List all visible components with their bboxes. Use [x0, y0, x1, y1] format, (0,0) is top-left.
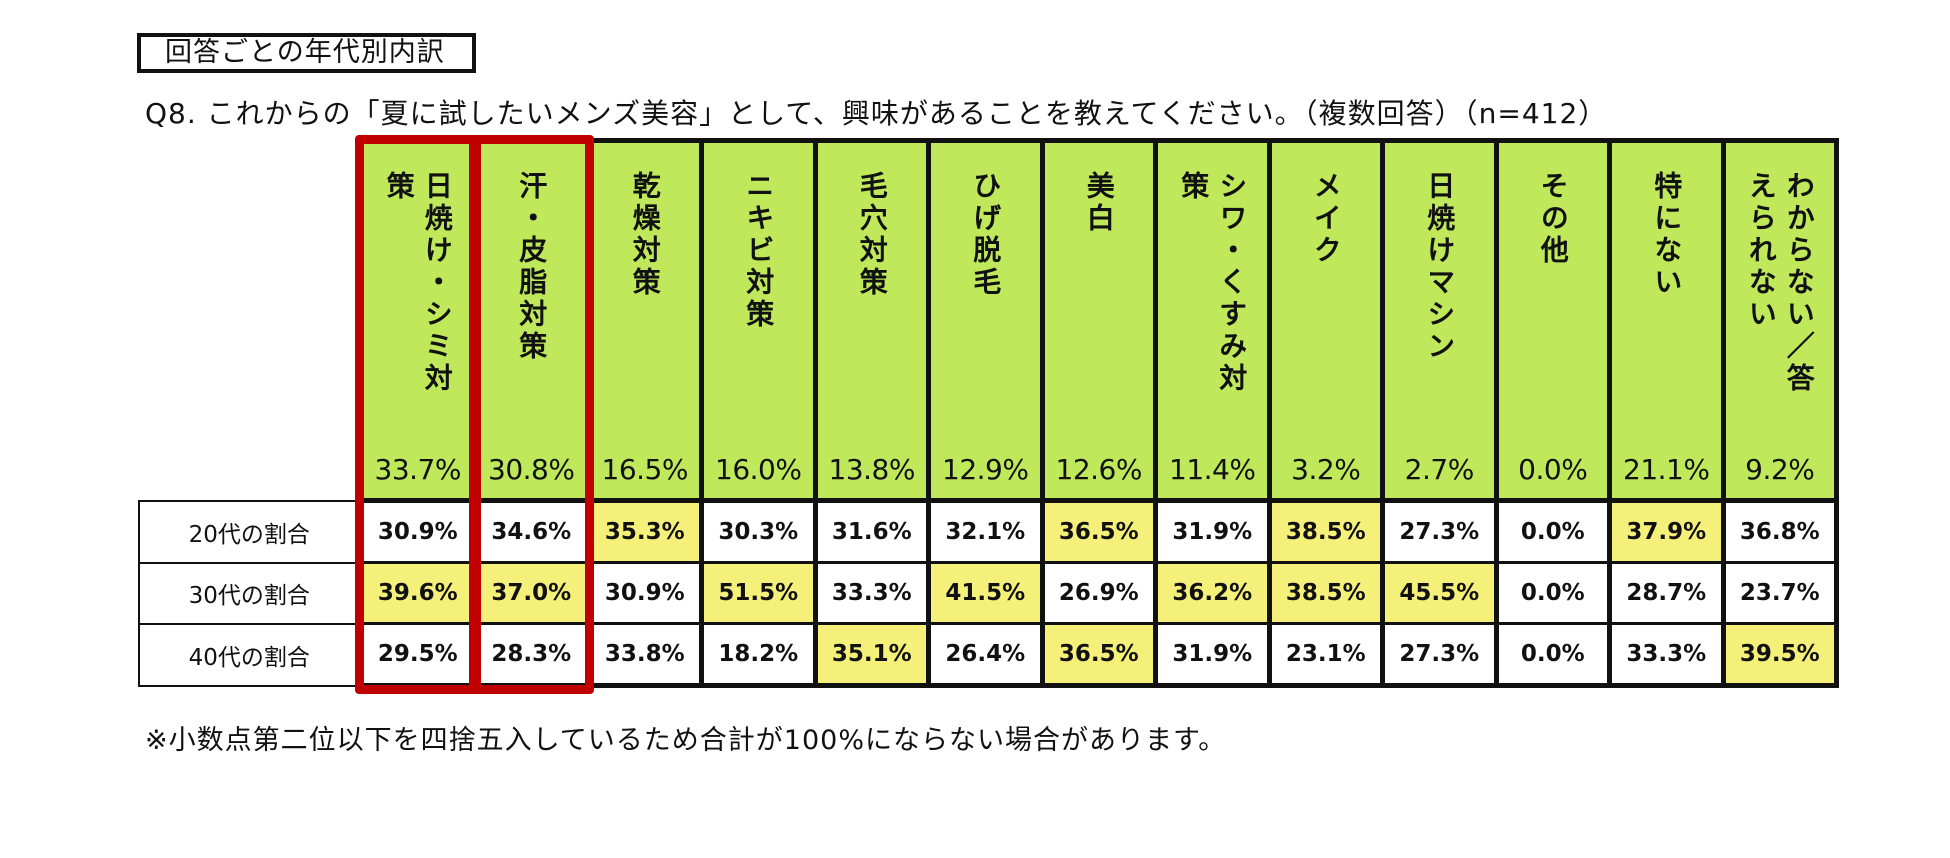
- table-cell: 0.0%: [1493, 622, 1612, 688]
- table-cell: 27.3%: [1380, 499, 1499, 564]
- row-label: 40代の割合: [138, 622, 362, 687]
- category-total: 0.0%: [1518, 453, 1588, 486]
- header-blank: [139, 140, 361, 501]
- category-header: 美白 12.6%: [1039, 138, 1158, 503]
- row-label: 30代の割合: [138, 561, 362, 625]
- category-label: シワ・くすみ対策: [1177, 171, 1249, 395]
- category-label: わからない／答えられない: [1744, 171, 1816, 395]
- table-cell: 28.7%: [1607, 561, 1726, 625]
- table-cell: 36.2%: [1153, 561, 1272, 625]
- table-cell: 34.6%: [472, 499, 591, 564]
- table-cell: 27.3%: [1380, 622, 1499, 688]
- table-cell: 23.1%: [1266, 622, 1385, 688]
- breakdown-table: 日焼け・シミ対策 33.7% 汗・皮脂対策 30.8% 乾燥対策 16.5% ニキビ対策 16…: [138, 134, 1839, 703]
- table-cell: 18.2%: [699, 622, 818, 688]
- category-label: 汗・皮脂対策: [515, 171, 549, 363]
- table-cell: 39.6%: [358, 561, 477, 625]
- category-total: 30.8%: [488, 453, 575, 486]
- table-cell: 0.0%: [1493, 561, 1612, 625]
- category-header: 毛穴対策 13.8%: [812, 138, 931, 503]
- table-cell: 31.9%: [1153, 499, 1272, 564]
- category-total: 13.8%: [828, 453, 916, 486]
- category-header: 日焼け・シミ対策 33.7%: [358, 138, 477, 503]
- question-text: Q8. これからの「夏に試したいメンズ美容」として、興味があることを教えてくださ…: [145, 97, 1608, 130]
- category-header: 特にない 21.1%: [1607, 138, 1726, 503]
- table-cell: 30.9%: [585, 561, 704, 625]
- category-header: メイク 3.2%: [1266, 138, 1385, 503]
- table-cell: 33.8%: [585, 622, 704, 688]
- table-cell: 30.3%: [699, 499, 818, 564]
- category-total: 21.1%: [1623, 453, 1710, 486]
- category-header: その他 0.0%: [1493, 138, 1612, 503]
- table-cell: 31.6%: [812, 499, 931, 564]
- table-cell: 35.1%: [812, 622, 931, 688]
- table-cell: 32.1%: [926, 499, 1045, 564]
- table-cell: 29.5%: [358, 622, 477, 688]
- table-cell: 33.3%: [812, 561, 931, 625]
- category-label: 美白: [1082, 171, 1116, 235]
- table-cell: 0.0%: [1493, 499, 1612, 564]
- table-cell: 41.5%: [926, 561, 1045, 625]
- category-header: 乾燥対策 16.5%: [585, 138, 704, 503]
- table-cell: 38.5%: [1266, 499, 1385, 564]
- section-label: 回答ごとの年代別内訳: [137, 33, 476, 73]
- category-total: 9.2%: [1745, 453, 1815, 486]
- category-label: 乾燥対策: [628, 171, 662, 299]
- table-cell: 26.9%: [1039, 561, 1158, 625]
- table-row: 20代の割合 30.9% 34.6% 35.3% 30.3% 31.6% 32.1% 36.5…: [138, 499, 1839, 564]
- table-cell: 51.5%: [699, 561, 818, 625]
- table-cell: 39.5%: [1720, 622, 1839, 688]
- category-total: 2.7%: [1404, 453, 1475, 486]
- footnote: ※小数点第二位以下を四捨五入しているため合計が100%にならない場合があります。: [145, 725, 1227, 756]
- category-header: ひげ脱毛 12.9%: [926, 138, 1045, 503]
- category-label: 毛穴対策: [855, 171, 889, 299]
- category-header: シワ・くすみ対策 11.4%: [1153, 138, 1272, 503]
- emphasis-frame-sunburn: [355, 134, 481, 694]
- category-total: 11.4%: [1169, 453, 1256, 486]
- category-total: 3.2%: [1291, 453, 1361, 486]
- category-label: ひげ脱毛: [969, 171, 1003, 299]
- row-label: 20代の割合: [138, 499, 362, 564]
- table-cell: 37.0%: [472, 561, 591, 625]
- category-label: 日焼けマシン: [1423, 171, 1457, 363]
- category-total: 16.5%: [601, 453, 689, 486]
- category-header: 汗・皮脂対策 30.8%: [472, 138, 591, 503]
- category-label: メイク: [1309, 171, 1343, 267]
- category-total: 12.6%: [1055, 453, 1143, 486]
- category-total: 16.0%: [715, 453, 802, 486]
- emphasis-frame-sweat: [468, 134, 594, 694]
- category-label: ニキビ対策: [742, 171, 776, 331]
- table-cell: 37.9%: [1607, 499, 1726, 564]
- table-cell: 31.9%: [1153, 622, 1272, 688]
- table-cell: 36.5%: [1039, 499, 1158, 564]
- category-label: その他: [1536, 171, 1570, 267]
- table-cell: 26.4%: [926, 622, 1045, 688]
- table-cell: 36.5%: [1039, 622, 1158, 688]
- category-label: 日焼け・シミ対策: [382, 171, 454, 395]
- table-cell: 35.3%: [585, 499, 704, 564]
- table-cell: 36.8%: [1720, 499, 1839, 564]
- table-cell: 30.9%: [358, 499, 477, 564]
- category-total: 33.7%: [374, 453, 462, 486]
- category-label: 特にない: [1650, 171, 1684, 299]
- category-header: わからない／答えられない 9.2%: [1720, 138, 1839, 503]
- table-cell: 33.3%: [1607, 622, 1726, 688]
- table-cell: 38.5%: [1266, 561, 1385, 625]
- category-header: ニキビ対策 16.0%: [699, 138, 818, 503]
- category-total: 12.9%: [942, 453, 1029, 486]
- table-row: 40代の割合 29.5% 28.3% 33.8% 18.2% 35.1% 26.4% 36.5…: [138, 622, 1839, 688]
- category-header: 日焼けマシン 2.7%: [1380, 138, 1499, 503]
- table-cell: 23.7%: [1720, 561, 1839, 625]
- table-cell: 45.5%: [1380, 561, 1499, 625]
